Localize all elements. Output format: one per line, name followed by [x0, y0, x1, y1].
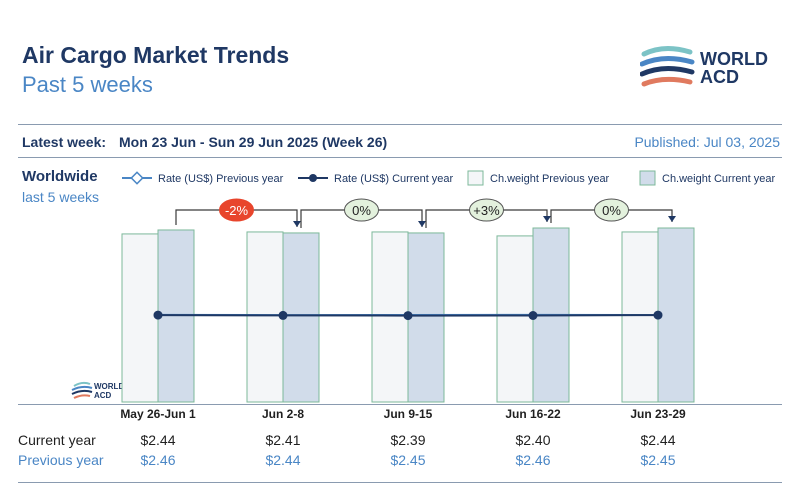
- divider-bottom: [18, 482, 782, 483]
- current-rate-value-4: $2.44: [640, 432, 676, 448]
- change-badge-text-0: -2%: [225, 203, 249, 218]
- change-badge-text-3: 0%: [602, 203, 621, 218]
- change-arrow-2: [543, 216, 551, 222]
- bar-cur-2: [407, 232, 445, 403]
- chart-legend: Rate (US$) Previous year Rate (US$) Curre…: [122, 170, 775, 186]
- region-label: Worldwide: [22, 168, 98, 185]
- svg-text:WORLD: WORLD: [94, 382, 124, 391]
- legend-label-3: Ch.weight Current year: [662, 173, 775, 185]
- x-tick-label-1: Jun 2-8: [262, 407, 304, 421]
- bar-cur-1: [282, 232, 320, 403]
- world-acd-small-logo: WORLD ACD: [71, 381, 124, 400]
- legend-label-0: Rate (US$) Previous year: [158, 173, 284, 185]
- logo-text: WORLD ACD: [700, 49, 768, 87]
- change-badge-1: [344, 198, 379, 222]
- world-acd-logo: [640, 46, 695, 87]
- previous-rate-value-1: $2.44: [265, 452, 301, 468]
- current-year-label: Current year: [18, 432, 96, 448]
- period-label: last 5 weeks: [22, 189, 100, 205]
- change-badge-2: [469, 198, 504, 222]
- bar-prev-0: [121, 233, 159, 403]
- legend-label-2: Ch.weight Previous year: [490, 173, 610, 185]
- x-tick-label-0: May 26-Jun 1: [120, 407, 196, 421]
- change-badge-text-2: +3%: [473, 203, 500, 218]
- divider-middle: [18, 157, 782, 158]
- rate-point-current-1: [278, 310, 288, 320]
- bar-prev-4: [621, 231, 659, 403]
- market-trend-chart: Rate (US$) Previous year Rate (US$) Curre…: [71, 170, 775, 421]
- legend-swatch-2: [467, 170, 484, 186]
- legend-swatch-3: [639, 170, 656, 186]
- current-rate-value-0: $2.44: [140, 432, 176, 448]
- rate-point-current-0: [153, 310, 163, 320]
- rate-point-current-2: [403, 311, 413, 321]
- bar-prev-2: [371, 231, 409, 403]
- legend-marker-1: [309, 174, 317, 182]
- change-badge-text-1: 0%: [352, 203, 371, 218]
- previous-rate-value-2: $2.45: [390, 452, 426, 468]
- svg-text:ACD: ACD: [94, 391, 112, 400]
- page-title: Air Cargo Market Trends: [22, 42, 290, 68]
- previous-year-label: Previous year: [18, 452, 104, 468]
- bar-cur-4: [657, 227, 695, 403]
- x-tick-label-2: Jun 9-15: [384, 407, 433, 421]
- change-badge-0: [219, 198, 254, 222]
- latest-week-value: Mon 23 Jun - Sun 29 Jun 2025 (Week 26): [119, 134, 388, 150]
- current-rate-value-2: $2.39: [390, 432, 426, 448]
- rate-point-current-3: [528, 311, 538, 320]
- current-rate-value-1: $2.41: [265, 432, 301, 448]
- change-arrow-0: [293, 220, 301, 227]
- axis-line: [18, 404, 782, 405]
- divider-top: [18, 124, 782, 125]
- page-subtitle: Past 5 weeks: [22, 72, 153, 97]
- x-tick-label-3: Jun 16-22: [505, 407, 561, 421]
- bar-prev-3: [496, 235, 534, 403]
- rate-point-current-4: [653, 310, 663, 320]
- bar-prev-1: [246, 231, 284, 403]
- legend-marker-0: [130, 171, 144, 185]
- legend-label-1: Rate (US$) Current year: [334, 173, 454, 185]
- change-badge-3: [594, 198, 629, 222]
- current-rate-value-3: $2.40: [515, 432, 551, 448]
- change-arrow-1: [418, 220, 426, 227]
- previous-rate-value-0: $2.46: [140, 452, 176, 468]
- published-date: Published: Jul 03, 2025: [634, 134, 780, 150]
- change-arrow-3: [668, 216, 676, 222]
- previous-rate-value-3: $2.46: [515, 452, 551, 468]
- x-tick-label-4: Jun 23-29: [630, 407, 686, 421]
- latest-week-label: Latest week:: [22, 134, 107, 150]
- previous-rate-value-4: $2.45: [640, 452, 676, 468]
